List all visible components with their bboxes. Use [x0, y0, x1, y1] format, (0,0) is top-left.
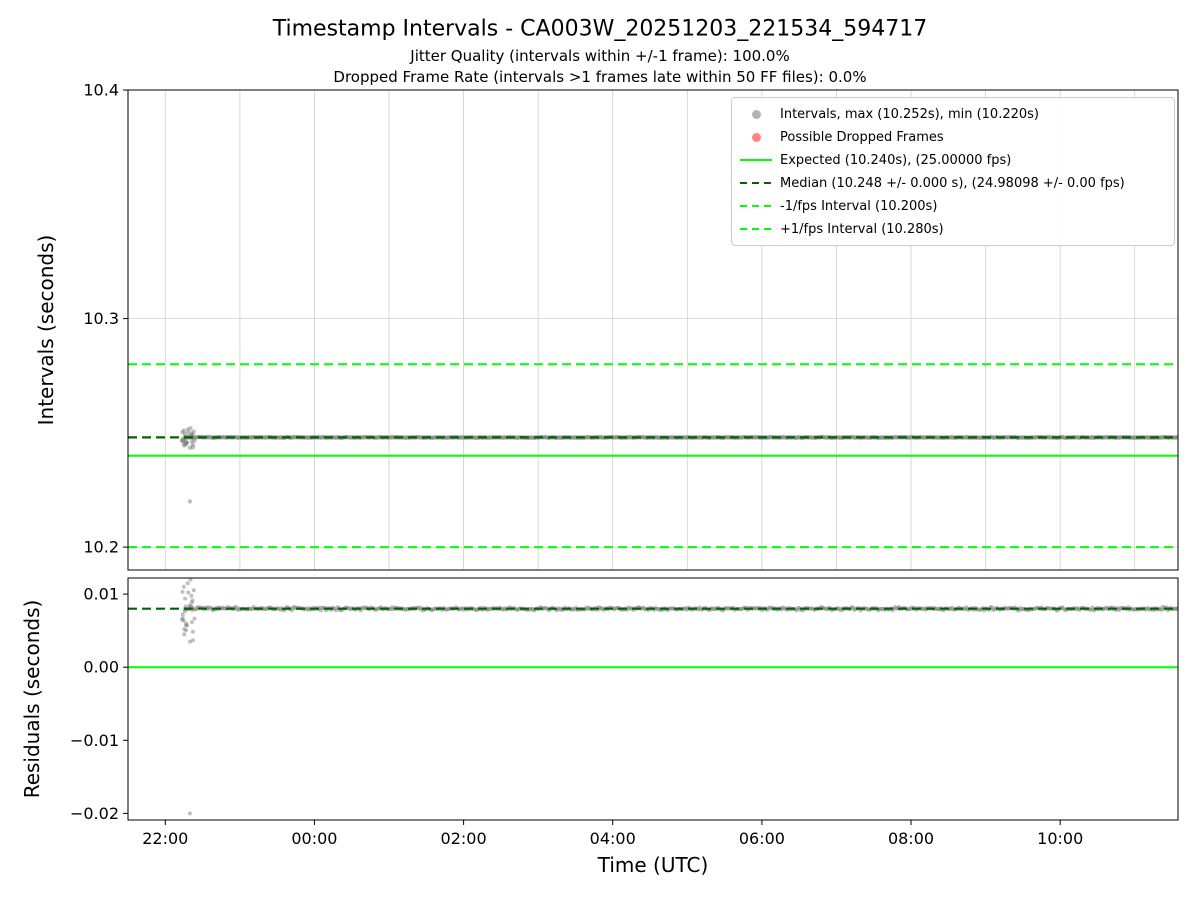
interval-point [183, 439, 189, 445]
residual-point [188, 578, 193, 582]
expected-line-icon [740, 158, 772, 162]
residual-point [189, 600, 194, 605]
intervals-y-axis-label: Intervals (seconds) [34, 234, 58, 426]
residual-point [187, 811, 192, 816]
legend-swatch [740, 181, 772, 185]
y-tick-label: 0.00 [83, 658, 119, 677]
x-tick-label: 10:00 [1037, 829, 1083, 848]
y-tick-label: 10.3 [83, 309, 119, 328]
interval-point [186, 430, 191, 435]
bottom-plot-spine [127, 577, 1179, 821]
residual-point [184, 621, 189, 626]
residual-point [190, 629, 195, 634]
residual-point [189, 593, 194, 598]
residual-point [180, 589, 185, 594]
dropped-frames-marker-icon [751, 132, 761, 142]
residual-point [183, 596, 188, 601]
x-tick-label: 02:00 [441, 829, 487, 848]
residual-point [182, 632, 187, 637]
legend-label: Expected (10.240s), (25.00000 fps) [780, 152, 1012, 168]
legend-swatch [740, 109, 772, 119]
jitter-quality-subtitle: Jitter Quality (intervals within +/-1 fr… [410, 47, 790, 65]
x-tick-label: 00:00 [291, 829, 337, 848]
interval-point [190, 445, 196, 450]
top-plot-spine [127, 89, 1179, 571]
legend-label: Median (10.248 +/- 0.000 s), (24.98098 +… [780, 175, 1125, 191]
residuals-y-axis-label: Residuals (seconds) [20, 599, 44, 799]
residual-point [180, 612, 185, 617]
legend-swatch [740, 204, 772, 208]
chart-title: Timestamp Intervals - CA003W_20251203_22… [272, 16, 928, 42]
legend-swatch [740, 158, 772, 162]
interval-point [187, 499, 193, 504]
interval-point [191, 429, 196, 434]
dropped-frame-rate-subtitle: Dropped Frame Rate (intervals >1 frames … [333, 68, 867, 86]
x-tick-label: 22:00 [142, 829, 188, 848]
legend-row: Intervals, max (10.252s), min (10.220s) [740, 104, 1166, 124]
residual-point [183, 604, 188, 609]
legend-row: -1/fps Interval (10.200s) [740, 196, 1166, 216]
intervals-marker-icon [751, 109, 761, 119]
legend-row: Expected (10.240s), (25.00000 fps) [740, 150, 1166, 170]
residual-point [185, 581, 190, 586]
minus-1fps-line-icon [740, 204, 772, 208]
residual-point [186, 590, 191, 595]
legend-label: Possible Dropped Frames [780, 129, 944, 145]
legend-row: Possible Dropped Frames [740, 127, 1166, 147]
residual-point [191, 638, 195, 643]
y-tick-label: 10.2 [83, 538, 119, 557]
interval-point [1175, 434, 1178, 440]
x-tick-label: 06:00 [739, 829, 785, 848]
residual-point [192, 616, 197, 621]
interval-point [182, 443, 187, 448]
legend-row: Median (10.248 +/- 0.000 s), (24.98098 +… [740, 173, 1166, 193]
residual-point [188, 639, 192, 644]
median-line-icon [740, 181, 772, 185]
residual-point [191, 588, 196, 593]
interval-point [181, 428, 186, 433]
plus-1fps-line-icon [740, 227, 772, 231]
y-tick-label: −0.01 [70, 731, 119, 750]
y-tick-label: 0.01 [83, 585, 119, 604]
legend-label: Intervals, max (10.252s), min (10.220s) [780, 106, 1039, 122]
time-x-axis-label: Time (UTC) [597, 853, 709, 877]
residual-point [182, 627, 187, 632]
legend-row: +1/fps Interval (10.280s) [740, 219, 1166, 239]
interval-point [188, 426, 193, 431]
residual-point [182, 609, 187, 614]
y-tick-label: 10.4 [83, 81, 119, 100]
residual-point [190, 620, 194, 625]
legend: Intervals, max (10.252s), min (10.220s) P… [731, 97, 1175, 246]
legend-swatch [740, 227, 772, 231]
residual-point [181, 584, 186, 589]
legend-label: +1/fps Interval (10.280s) [780, 221, 944, 237]
legend-swatch [740, 132, 772, 142]
residuals-scatter [179, 578, 1178, 816]
residual-point [181, 618, 186, 623]
legend-label: -1/fps Interval (10.200s) [780, 198, 938, 214]
y-tick-label: −0.02 [70, 804, 119, 823]
x-tick-label: 04:00 [590, 829, 636, 848]
x-tick-label: 08:00 [888, 829, 934, 848]
